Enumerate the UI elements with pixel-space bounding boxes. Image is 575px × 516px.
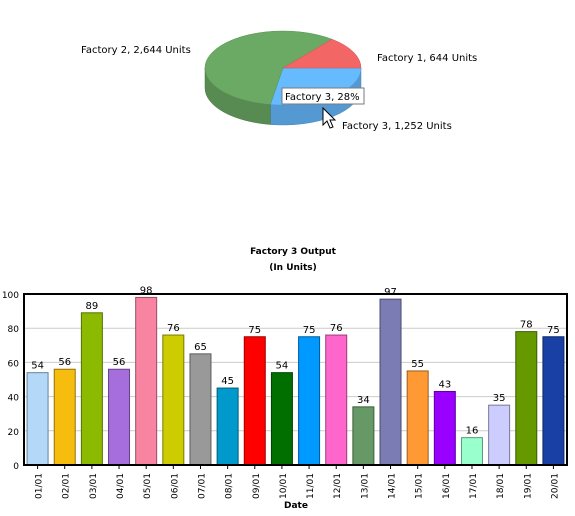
y-tick-label: 80: [8, 325, 20, 335]
bar-chart-title: Factory 3 Output: [250, 247, 337, 257]
bar-value-label: 45: [221, 376, 234, 387]
tooltip-box: [281, 87, 365, 105]
bar-12-01[interactable]: [325, 334, 348, 466]
plot-frame: [23, 293, 568, 466]
x-tick-label: 09/01: [252, 473, 262, 499]
bar-value-label: 75: [303, 325, 316, 336]
x-tick-label: 11/01: [306, 473, 316, 499]
bar-07-01[interactable]: [189, 353, 212, 466]
x-tick-label: 12/01: [333, 473, 343, 499]
bar-value-label: 97: [384, 287, 397, 298]
bar-value-label: 55: [411, 359, 424, 370]
bar-value-label: 65: [194, 342, 207, 353]
bar-13-01[interactable]: [352, 406, 375, 466]
bar-15-01[interactable]: [406, 370, 429, 466]
y-tick-label: 60: [8, 359, 20, 369]
y-tick-label: 40: [8, 394, 20, 404]
bar-06-01[interactable]: [162, 334, 185, 466]
pie-slice-factory-1[interactable]: [282, 38, 362, 69]
pie-slice-factory-2[interactable]: [204, 30, 333, 105]
bar-10-01[interactable]: [270, 372, 293, 466]
x-tick-label: 04/01: [116, 473, 126, 499]
bar-17-01[interactable]: [460, 437, 483, 466]
x-tick-label: 08/01: [225, 473, 235, 499]
y-tick-label: 100: [2, 291, 19, 301]
bar-16-01[interactable]: [433, 390, 456, 466]
bar-18-01[interactable]: [488, 404, 511, 466]
mouse-cursor-icon: [322, 106, 337, 129]
x-tick-label: 02/01: [62, 473, 72, 499]
bar-chart-subtitle: (In Units): [269, 263, 317, 273]
x-tick-label: 13/01: [360, 473, 370, 499]
bar-20-01[interactable]: [542, 336, 565, 466]
bar-value-label: 54: [276, 361, 289, 372]
x-tick-label: 01/01: [35, 473, 45, 499]
bar-value-label: 43: [438, 379, 451, 390]
bar-02-01[interactable]: [53, 368, 76, 466]
x-tick-label: 05/01: [143, 473, 153, 499]
bar-value-label: 75: [248, 325, 261, 336]
bar-value-label: 98: [140, 285, 153, 296]
bar-08-01[interactable]: [216, 387, 239, 466]
bar-value-label: 76: [167, 323, 180, 334]
bar-value-label: 56: [58, 357, 71, 368]
bar-19-01[interactable]: [515, 331, 538, 466]
bar-01-01[interactable]: [26, 372, 49, 466]
y-tick-label: 0: [13, 462, 19, 472]
x-tick-label: 20/01: [550, 473, 560, 499]
tooltip-text: Factory 3, 28%: [285, 92, 360, 103]
bar-value-label: 54: [31, 361, 44, 372]
x-tick-label: 16/01: [442, 473, 452, 499]
bar-value-label: 16: [466, 426, 479, 437]
bar-value-label: 35: [493, 393, 506, 404]
bar-05-01[interactable]: [135, 296, 158, 466]
bar-value-label: 89: [86, 301, 99, 312]
y-tick-label: 20: [8, 428, 20, 438]
bar-value-label: 76: [330, 323, 343, 334]
x-tick-label: 15/01: [415, 473, 425, 499]
x-tick-label: 03/01: [89, 473, 99, 499]
x-tick-label: 14/01: [388, 473, 398, 499]
x-tick-label: 07/01: [197, 473, 207, 499]
x-tick-label: 17/01: [469, 473, 479, 499]
bar-value-label: 34: [357, 395, 370, 406]
bar-04-01[interactable]: [108, 368, 131, 466]
bar-09-01[interactable]: [243, 336, 266, 466]
x-tick-label: 10/01: [279, 473, 289, 499]
pie-tooltip: Factory 3, 28%: [281, 87, 365, 105]
pie-label-factory-2: Factory 2, 2,644 Units: [81, 45, 191, 56]
bar-03-01[interactable]: [80, 312, 103, 466]
bar-value-label: 56: [113, 357, 126, 368]
x-axis-label: Date: [284, 501, 308, 511]
bar-11-01[interactable]: [298, 336, 321, 466]
bar-value-label: 78: [520, 320, 533, 331]
bar-value-label: 75: [547, 325, 560, 336]
bar-chart: Factory 3 Output (In Units) 54 56 89 56 98 76…: [2, 247, 568, 511]
pie-label-factory-3: Factory 3, 1,252 Units: [342, 121, 452, 132]
x-tick-label: 18/01: [496, 473, 506, 499]
pie-chart: Factory 1, 644 Units Factory 2, 2,644 Un…: [81, 30, 477, 132]
x-tick-label: 06/01: [170, 473, 180, 499]
bar-14-01[interactable]: [379, 298, 402, 466]
x-tick-label: 19/01: [523, 473, 533, 499]
pie-label-factory-1: Factory 1, 644 Units: [377, 53, 477, 64]
